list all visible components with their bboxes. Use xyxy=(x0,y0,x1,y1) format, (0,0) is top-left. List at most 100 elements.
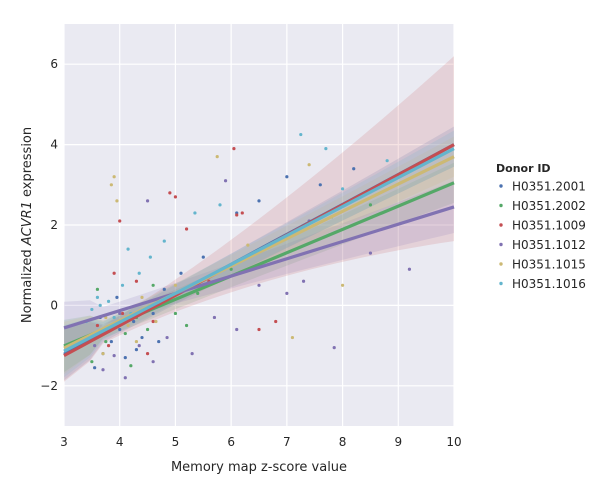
scatter-point xyxy=(112,315,116,320)
y-tick-labels: −2 0 2 4 6 xyxy=(40,57,58,393)
scatter-point xyxy=(145,327,150,332)
scatter-point xyxy=(112,175,116,179)
scatter-point xyxy=(232,147,236,151)
scatter-point xyxy=(193,211,197,215)
regression-line xyxy=(63,147,455,353)
scatter-point xyxy=(115,199,119,203)
scatter-point xyxy=(90,360,94,364)
scatter-point xyxy=(90,307,94,312)
scatter-point xyxy=(179,271,183,275)
scatter-point xyxy=(212,315,217,320)
scatter-point xyxy=(285,175,289,179)
legend-marker xyxy=(499,203,503,208)
scatter-point xyxy=(123,356,127,360)
scatter-point xyxy=(246,243,250,247)
scatter-point xyxy=(104,339,108,344)
scatter-point xyxy=(324,147,328,151)
scatter-point xyxy=(123,331,127,336)
scatter-point xyxy=(173,283,178,287)
scatter-point xyxy=(318,183,322,187)
scatter-point xyxy=(93,344,97,348)
scatter-point xyxy=(407,267,412,271)
scatter-point xyxy=(132,319,136,324)
legend-entry: H0351.1009 xyxy=(512,219,586,233)
scatter-point xyxy=(307,163,311,167)
scatter-point xyxy=(368,251,373,255)
scatter-point xyxy=(134,348,139,352)
scatter-point xyxy=(184,227,189,231)
scatter-point xyxy=(218,203,222,207)
scatter-point xyxy=(134,339,139,344)
scatter-point xyxy=(120,311,125,316)
scatter-point xyxy=(299,132,303,137)
scatter-point xyxy=(140,295,144,299)
scatter-point xyxy=(162,287,166,291)
scatter-point xyxy=(165,335,169,340)
scatter-point xyxy=(151,360,155,364)
scatter-point xyxy=(332,346,336,350)
scatter-point xyxy=(196,291,200,295)
scatter-point xyxy=(101,352,105,356)
scatter-point xyxy=(109,183,113,187)
y-tick-label: 4 xyxy=(50,138,58,152)
scatter-point xyxy=(98,303,102,307)
scatter-point xyxy=(340,283,345,287)
y-axis-label: Normalized ACVR1 expression xyxy=(20,127,35,323)
y-tick-label: 6 xyxy=(50,57,58,71)
legend-marker xyxy=(499,223,503,227)
x-tick-label: 7 xyxy=(283,435,291,449)
scatter-point xyxy=(112,271,116,275)
scatter-point xyxy=(106,299,111,303)
legend-marker xyxy=(499,281,503,286)
legend-entry: H0351.1012 xyxy=(512,238,586,252)
scatter-point xyxy=(257,283,261,287)
scatter-point xyxy=(385,159,389,163)
scatter-point xyxy=(134,279,139,283)
scatter-point xyxy=(118,311,122,316)
legend: Donor ID H0351.2001 H0351.2002 H0351.1009 H… xyxy=(496,162,586,291)
scatter-point xyxy=(368,203,373,207)
scatter-point xyxy=(285,291,289,295)
scatter-point xyxy=(274,319,278,324)
scatter-point xyxy=(129,364,133,368)
scatter-point xyxy=(95,287,100,291)
scatter-point xyxy=(109,339,113,344)
scatter-point xyxy=(173,195,178,199)
scatter-point xyxy=(115,295,119,299)
scatter-point xyxy=(123,376,127,380)
legend-entry: H0351.2001 xyxy=(512,180,586,194)
scatter-point xyxy=(301,279,306,283)
scatter-point xyxy=(101,368,105,372)
scatter-point xyxy=(352,167,356,171)
x-tick-label: 8 xyxy=(339,435,347,449)
scatter-point xyxy=(223,179,228,183)
y-tick-label: 2 xyxy=(50,218,58,232)
legend-title: Donor ID xyxy=(496,162,551,175)
scatter-point xyxy=(145,199,150,203)
scatter-point xyxy=(257,327,261,332)
scatter-point xyxy=(151,283,155,287)
legend-entry: H0351.1015 xyxy=(512,258,586,272)
x-tick-label: 9 xyxy=(394,435,402,449)
legend-entry: H0351.2002 xyxy=(512,199,586,213)
legend-marker xyxy=(499,262,503,266)
y-tick-label: 0 xyxy=(50,298,58,312)
scatter-point xyxy=(215,155,219,159)
scatter-point xyxy=(229,267,233,271)
scatter-point xyxy=(257,199,261,203)
legend-entry: H0351.1016 xyxy=(512,277,586,291)
x-tick-label: 3 xyxy=(60,435,68,449)
scatter-point xyxy=(235,327,239,332)
scatter-point xyxy=(106,344,111,348)
scatter-point xyxy=(93,366,97,370)
scatter-point xyxy=(118,327,122,332)
legend-marker xyxy=(499,184,503,188)
legend-marker xyxy=(499,242,503,247)
regression-line xyxy=(63,205,455,330)
scatter-point xyxy=(168,191,172,195)
scatter-point xyxy=(154,319,158,324)
x-tick-label: 5 xyxy=(172,435,180,449)
scatter-point xyxy=(162,239,166,243)
scatter-point xyxy=(120,283,125,287)
